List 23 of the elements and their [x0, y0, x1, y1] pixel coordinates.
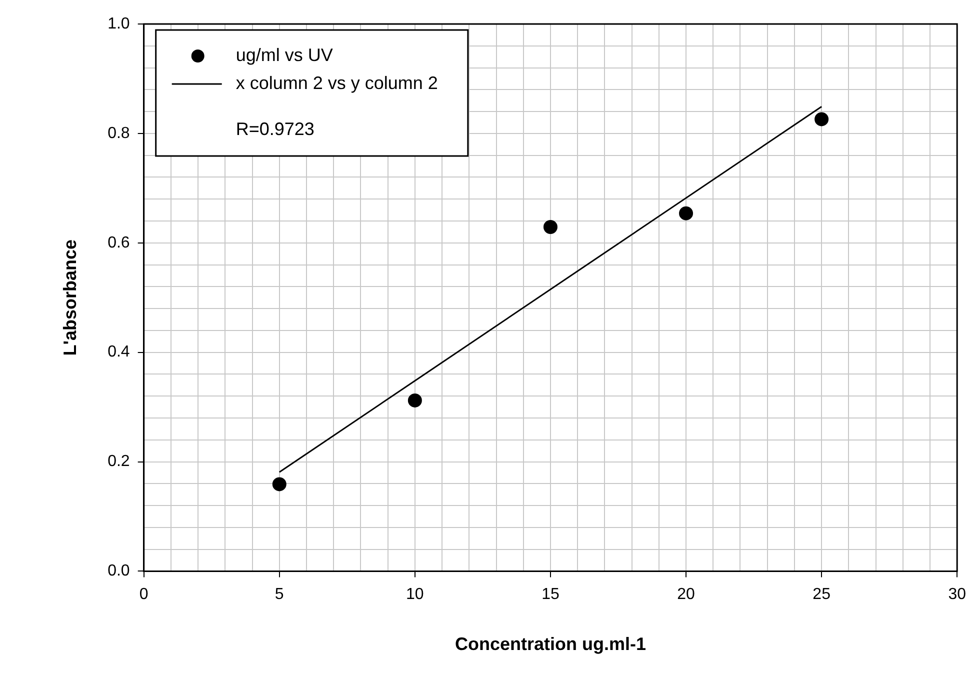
- point: [543, 220, 558, 234]
- point: [814, 112, 829, 126]
- y-tick-label: 1.0: [108, 15, 130, 32]
- y-tick-label: 0.6: [108, 234, 130, 252]
- x-tick-label: 30: [948, 586, 966, 604]
- legend-label: x column 2 vs y column 2: [236, 72, 438, 93]
- x-tick-label: 0: [139, 586, 148, 604]
- y-tick-label: 0.4: [108, 344, 130, 361]
- x-tick-label: 10: [406, 586, 424, 604]
- y-tick-label: 0.2: [108, 453, 130, 470]
- x-tick-label: 25: [812, 586, 831, 604]
- y-axis-title: L'absorbance: [60, 239, 80, 356]
- y-tick-label: 0.8: [108, 124, 130, 142]
- point: [679, 206, 694, 220]
- point: [408, 393, 422, 408]
- annotation: R=0.9723: [236, 118, 314, 139]
- x-tick-label: 5: [274, 586, 284, 604]
- point: [272, 477, 286, 492]
- legend-label: ug/ml vs UV: [236, 44, 333, 65]
- x-tick-label: 20: [677, 586, 696, 604]
- x-axis-title: Concentration ug.ml-1: [454, 634, 646, 654]
- x-tick-label: 15: [542, 586, 560, 604]
- y-tick-label: 0.0: [108, 562, 130, 580]
